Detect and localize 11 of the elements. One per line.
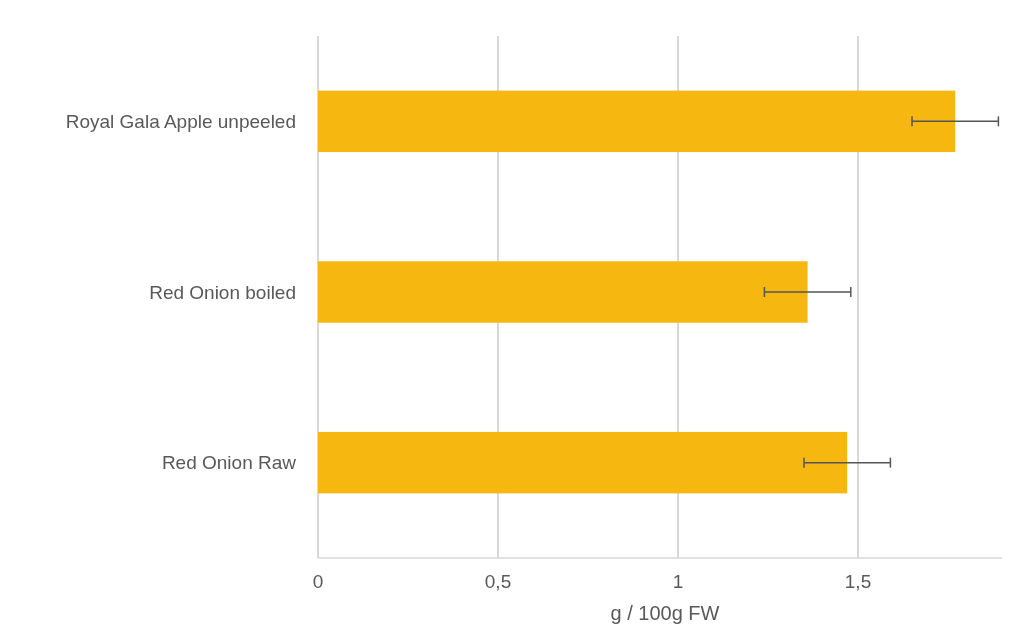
y-tick-label: Red Onion boiled: [149, 281, 296, 303]
x-axis-title: g / 100g FW: [610, 602, 720, 624]
bar: [318, 431, 848, 494]
y-tick-label: Red Onion Raw: [161, 452, 297, 474]
bar: [318, 261, 808, 323]
x-tick-label: 0: [312, 571, 324, 592]
x-tick-label: 1,5: [844, 571, 872, 592]
x-tick-label: 0,5: [484, 571, 512, 592]
bar: [318, 90, 956, 153]
x-tick-label: 1: [672, 571, 684, 592]
y-tick-label: Royal Gala Apple unpeeled: [65, 110, 296, 132]
